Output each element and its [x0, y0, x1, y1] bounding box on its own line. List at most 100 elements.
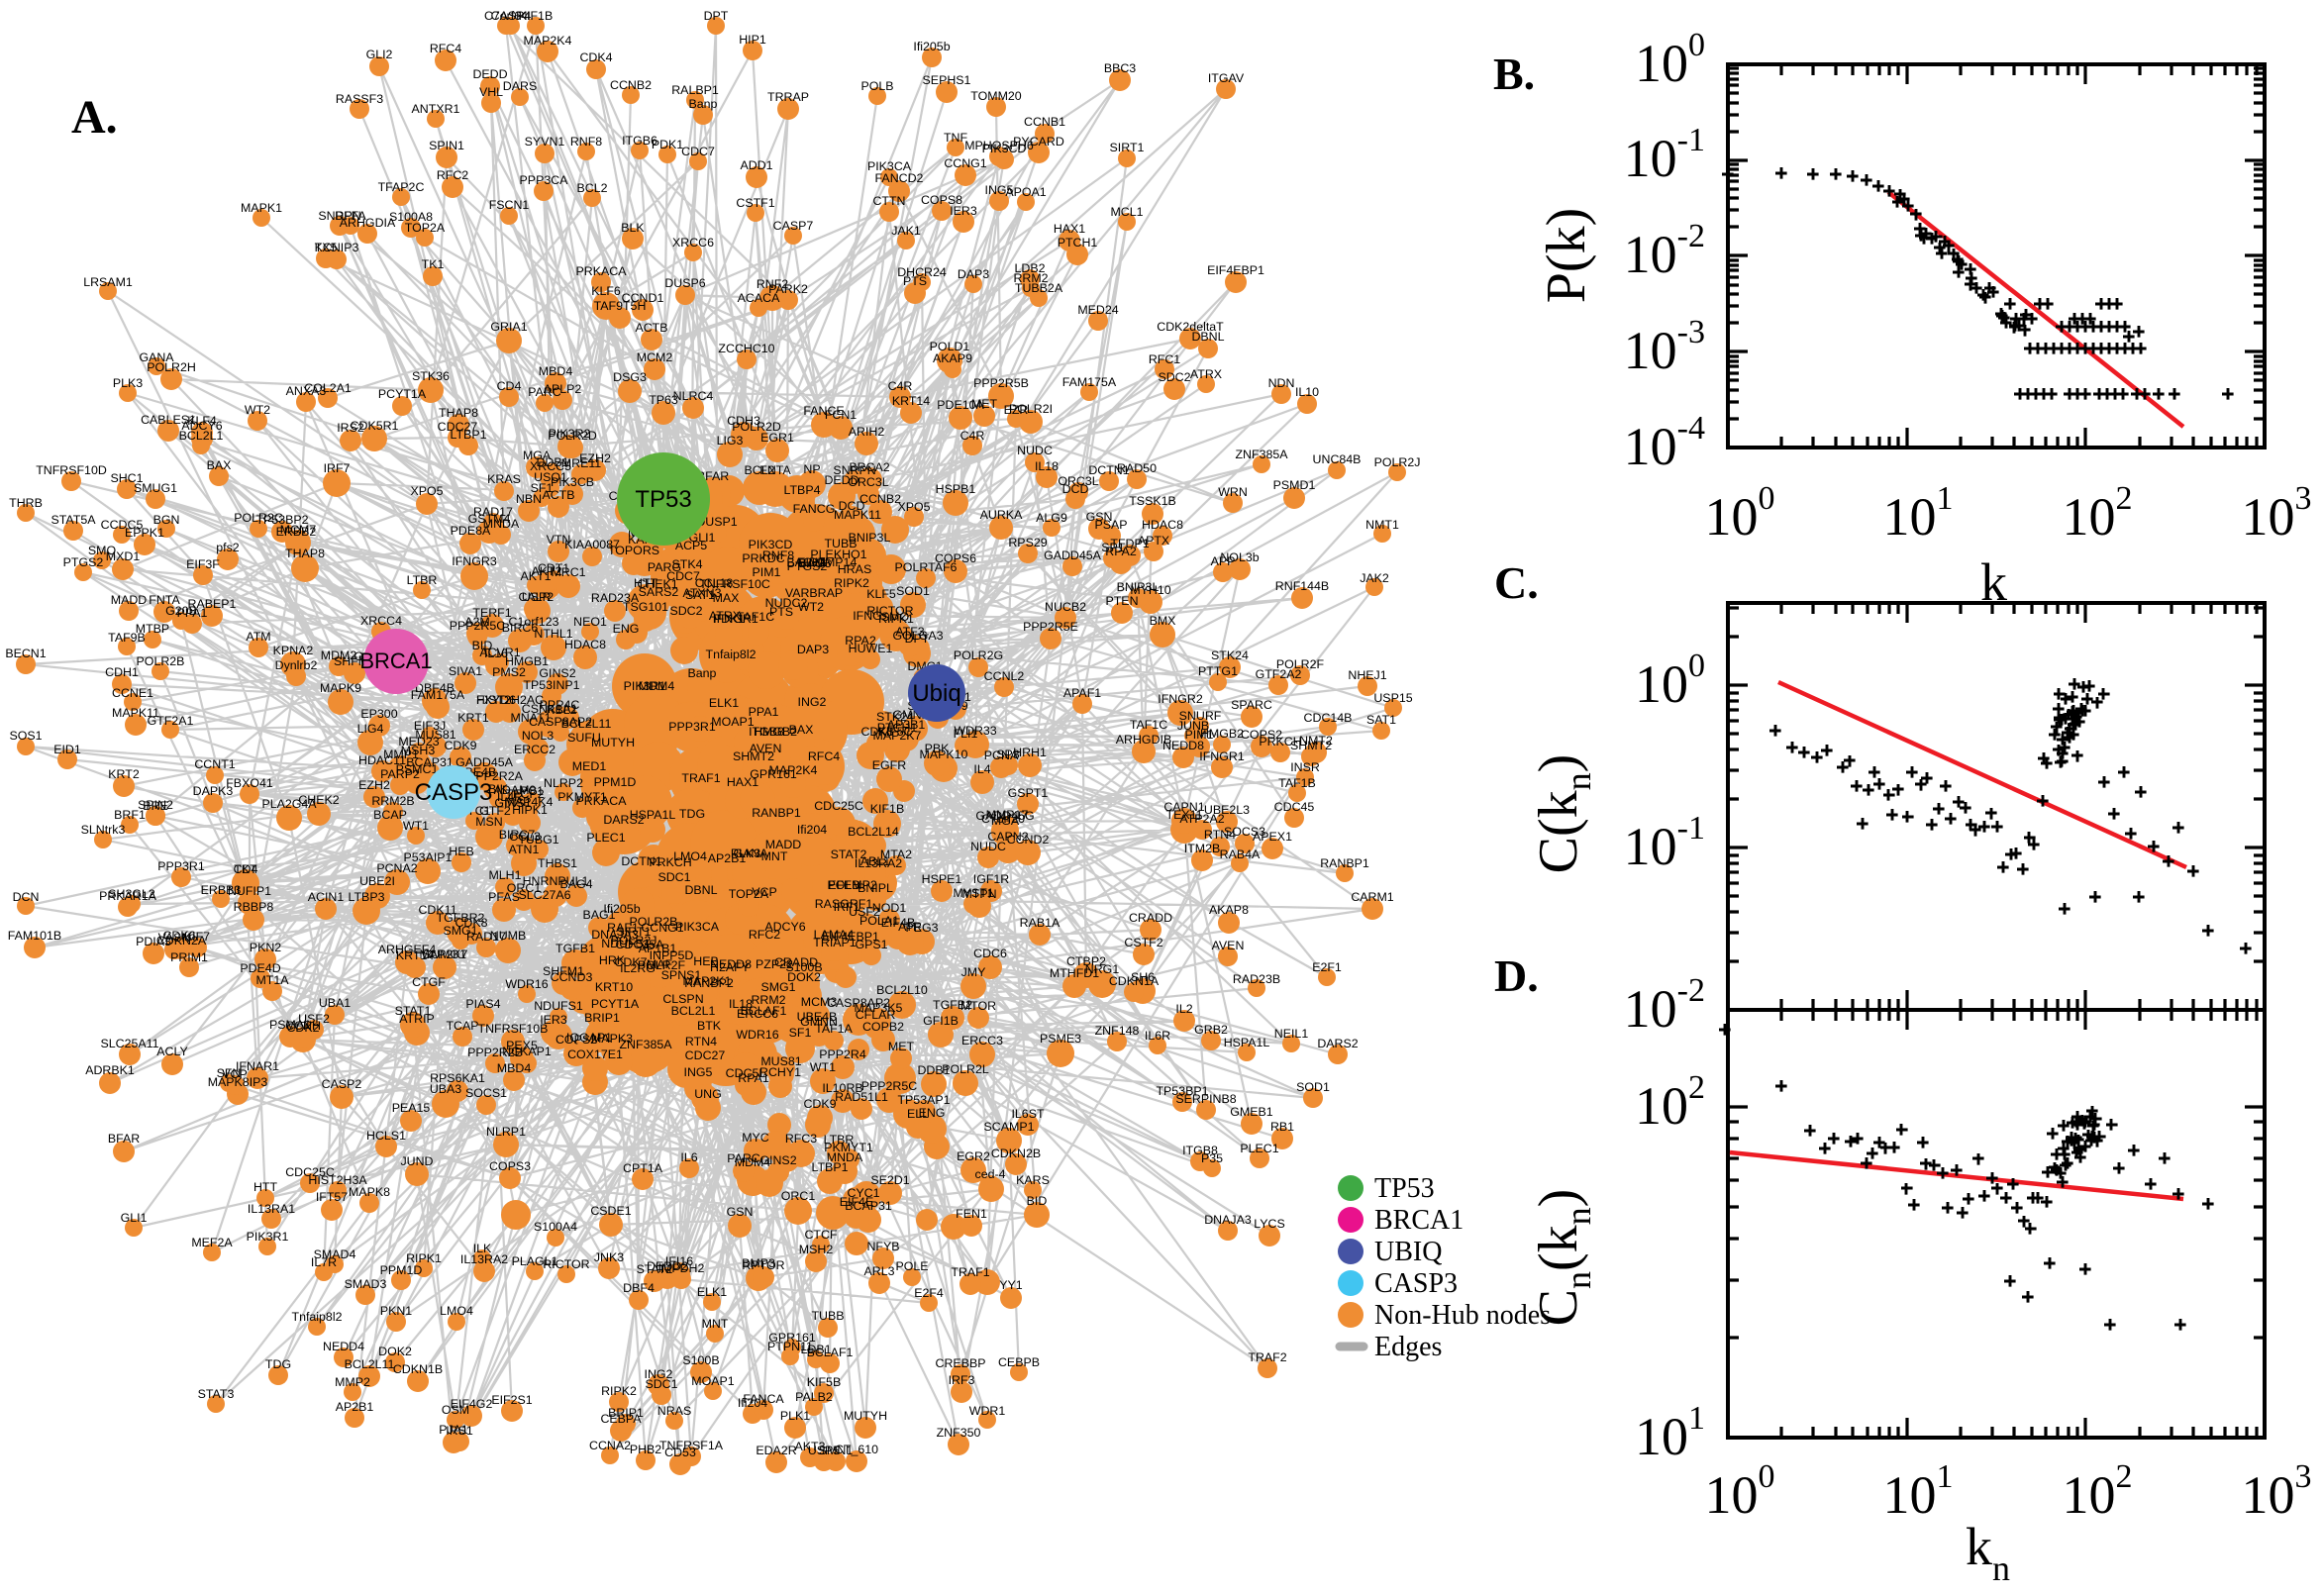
svg-text:DDB1: DDB1 [536, 455, 568, 469]
svg-text:DCD: DCD [1062, 482, 1089, 496]
svg-text:POLB: POLB [860, 79, 893, 93]
svg-text:P35: P35 [1201, 1151, 1223, 1165]
svg-text:GINS1: GINS1 [494, 796, 531, 810]
svg-text:BECN1: BECN1 [5, 647, 46, 660]
svg-text:THAP8: THAP8 [285, 547, 325, 560]
svg-text:PKMYT1: PKMYT1 [824, 1141, 873, 1154]
svg-text:VCP: VCP [752, 885, 776, 899]
svg-text:RPS29: RPS29 [1008, 536, 1047, 549]
svg-text:CSNK1A1: CSNK1A1 [522, 702, 578, 716]
svg-text:MUS81: MUS81 [760, 1054, 801, 1068]
svg-text:UBA1: UBA1 [319, 996, 351, 1010]
svg-text:PPM1D: PPM1D [594, 775, 637, 789]
svg-text:CCDC5: CCDC5 [101, 518, 144, 532]
svg-text:CDC25A: CDC25A [616, 938, 665, 951]
svg-text:pfs2: pfs2 [216, 541, 240, 554]
svg-text:PLK3: PLK3 [731, 847, 760, 860]
svg-text:CCNB2: CCNB2 [610, 78, 652, 92]
svg-text:SHMT2: SHMT2 [1290, 739, 1332, 752]
svg-text:BCL2L11: BCL2L11 [561, 717, 612, 731]
svg-text:PTEN: PTEN [1105, 594, 1138, 608]
svg-text:ERBB2: ERBB2 [276, 525, 317, 539]
svg-text:TDG: TDG [679, 807, 705, 821]
svg-text:MRE11: MRE11 [561, 456, 602, 470]
svg-text:PEX5: PEX5 [506, 1039, 538, 1052]
svg-text:GADD45A: GADD45A [1044, 549, 1102, 562]
svg-text:TNFRSF1A: TNFRSF1A [659, 1439, 724, 1452]
svg-text:SOD1: SOD1 [1296, 1080, 1330, 1094]
svg-text:IL18: IL18 [729, 997, 753, 1011]
svg-text:KIAA0087: KIAA0087 [564, 538, 620, 551]
svg-text:C4R: C4R [888, 379, 913, 393]
svg-text:RFC1: RFC1 [1149, 352, 1180, 366]
svg-text:CLSPN: CLSPN [662, 992, 703, 1006]
svg-text:PPA1: PPA1 [749, 705, 779, 719]
svg-text:TGFB2: TGFB2 [933, 998, 972, 1012]
svg-text:COPS8: COPS8 [921, 193, 962, 207]
svg-text:DPT: DPT [905, 632, 930, 646]
svg-text:CDKN2A: CDKN2A [156, 934, 207, 948]
svg-text:POLR2D: POLR2D [548, 429, 597, 443]
svg-text:AP1B1: AP1B1 [639, 942, 677, 955]
svg-text:NCKAP1: NCKAP1 [502, 1045, 552, 1058]
svg-text:SUMO1: SUMO1 [423, 948, 466, 961]
svg-text:IRS1: IRS1 [446, 1424, 473, 1438]
svg-text:CFLAR: CFLAR [856, 1008, 896, 1022]
svg-text:BNIPL: BNIPL [858, 881, 893, 895]
svg-text:MAX: MAX [713, 591, 740, 605]
svg-text:MED24: MED24 [1077, 303, 1118, 317]
svg-text:HIPK1: HIPK1 [512, 803, 548, 817]
svg-text:PDE8A: PDE8A [451, 524, 491, 538]
svg-text:FNTA: FNTA [759, 463, 791, 477]
svg-text:HRK: HRK [599, 953, 626, 967]
svg-text:VARBRAP: VARBRAP [785, 586, 843, 600]
svg-text:MGA: MGA [523, 449, 552, 462]
svg-text:ALG9: ALG9 [1036, 511, 1067, 525]
svg-text:S100B: S100B [785, 960, 822, 974]
svg-text:PPP2R2A: PPP2R2A [467, 769, 524, 783]
svg-text:EIF4EBP1: EIF4EBP1 [1207, 263, 1264, 277]
svg-text:NEO1: NEO1 [573, 615, 607, 629]
svg-text:SOD1: SOD1 [896, 584, 930, 598]
svg-text:S100B: S100B [682, 1353, 719, 1367]
svg-text:P(k): P(k) [1536, 208, 1597, 303]
svg-text:TDG: TDG [265, 1357, 291, 1371]
svg-text:POLA1: POLA1 [859, 914, 899, 928]
svg-text:INPP5D: INPP5D [650, 948, 694, 962]
svg-text:PARC: PARC [727, 1151, 760, 1165]
svg-text:ATRX: ATRX [1190, 367, 1222, 381]
svg-text:WDR16: WDR16 [736, 1028, 778, 1042]
svg-text:RANBP2: RANBP2 [684, 976, 734, 990]
svg-text:HMGB1: HMGB1 [505, 654, 549, 668]
svg-text:CDK2deltaT: CDK2deltaT [1157, 320, 1224, 334]
svg-text:C1orf123: C1orf123 [509, 615, 559, 629]
svg-text:KRT2: KRT2 [108, 767, 140, 781]
svg-text:JNK3: JNK3 [594, 1250, 624, 1264]
svg-text:LDB2: LDB2 [1015, 261, 1046, 275]
svg-text:ITGB6: ITGB6 [622, 134, 657, 148]
svg-text:RAB1A: RAB1A [1020, 916, 1060, 930]
svg-text:TGFB1: TGFB1 [556, 942, 595, 955]
svg-text:PMS2: PMS2 [492, 665, 526, 679]
svg-text:NMT1: NMT1 [1365, 518, 1399, 532]
svg-text:PFAS: PFAS [488, 890, 520, 904]
svg-text:CCNG1: CCNG1 [641, 921, 683, 935]
svg-text:BFAR: BFAR [108, 1132, 140, 1146]
svg-text:RPA2: RPA2 [845, 634, 876, 648]
svg-text:CDC7: CDC7 [666, 569, 700, 583]
svg-text:KPNA2: KPNA2 [273, 644, 314, 657]
svg-text:Banp: Banp [689, 97, 718, 111]
svg-text:NUDC: NUDC [1017, 444, 1053, 457]
svg-text:AP2B1: AP2B1 [336, 1400, 374, 1414]
svg-text:GSPT1: GSPT1 [1008, 786, 1049, 800]
svg-text:HMGB2: HMGB2 [754, 725, 797, 739]
svg-text:POLB: POLB [827, 878, 859, 892]
svg-text:KIF5C: KIF5C [877, 725, 912, 739]
svg-text:MAPK3: MAPK3 [591, 1032, 633, 1046]
svg-text:HMGB2: HMGB2 [1200, 727, 1244, 741]
svg-text:ILK: ILK [473, 1242, 492, 1255]
svg-text:CDC7: CDC7 [681, 145, 715, 158]
svg-text:LTBP1: LTBP1 [451, 428, 487, 442]
svg-text:MED1: MED1 [572, 759, 607, 773]
svg-text:STK36: STK36 [412, 369, 450, 383]
